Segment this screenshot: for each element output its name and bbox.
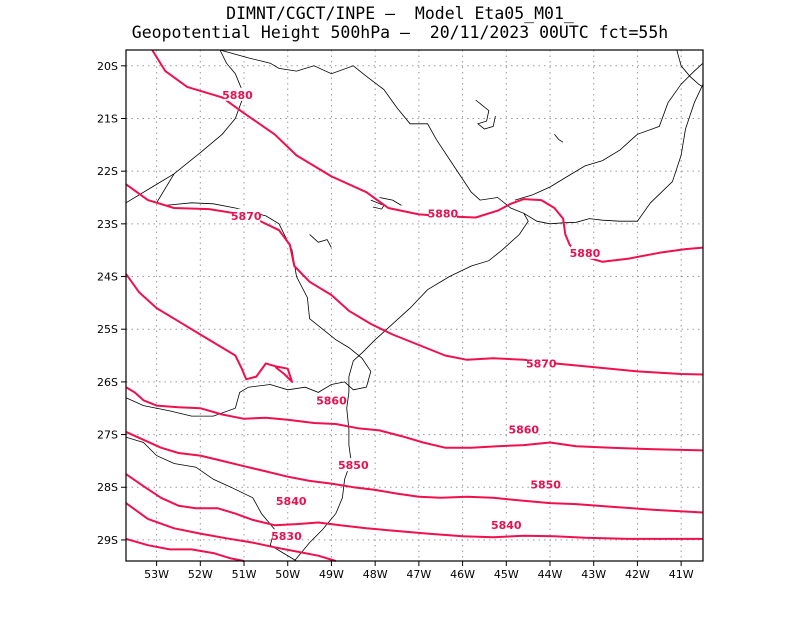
x-tick-label: 47W [406, 568, 431, 581]
y-tick-label: 26S [97, 376, 118, 389]
contour-line-5870 [125, 273, 294, 383]
contour-line-5830 [125, 537, 245, 562]
x-tick-label: 48W [363, 568, 388, 581]
lake-outline [370, 199, 385, 210]
contour-line-5860 [125, 386, 704, 452]
axis-ticks: 53W 52W 51W 50W 49W 48W 47W 46W 45W 44W 43W 42W 41W 2… [97, 60, 694, 581]
contour-label-bg [492, 518, 521, 532]
x-tick-label: 49W [319, 568, 344, 581]
chart-title-block: DIMNT/CGCT/INPE – Model Eta05_M01_ Geopo… [0, 4, 800, 42]
contour-line-5830 [125, 502, 337, 562]
contour-label: 5840 [276, 495, 307, 508]
coastline-segment [219, 49, 529, 562]
y-tick-label: 23S [97, 218, 118, 231]
contour-lines [125, 49, 704, 562]
y-tick-label: 24S [97, 271, 118, 284]
title-line-2: Geopotential Height 500hPa – 20/11/2023 … [131, 23, 669, 42]
x-tick-label: 50W [275, 568, 300, 581]
contour-label: 5830 [271, 530, 302, 543]
coastline-segment [125, 436, 297, 562]
lake-outline [379, 197, 402, 206]
y-tick-label: 29S [97, 534, 118, 547]
lake-outline [554, 134, 564, 143]
coastline-segment [676, 49, 704, 88]
gridlines [126, 50, 703, 561]
coastline-segment [125, 49, 245, 204]
contour-label-bg [223, 87, 252, 101]
contour-line-5880 [151, 49, 704, 263]
contour-label: 5870 [231, 210, 262, 223]
contour-label-bg [339, 458, 368, 472]
y-tick-label: 21S [97, 112, 118, 125]
contour-label-bg [527, 356, 556, 370]
y-tick-label: 20S [97, 60, 118, 73]
x-tick-label: 41W [669, 568, 694, 581]
lake-outline [309, 234, 332, 248]
contour-label: 5880 [570, 247, 601, 260]
contour-label: 5850 [530, 479, 561, 492]
contour-label-bg [232, 208, 261, 222]
x-tick-label: 51W [232, 568, 257, 581]
contour-label-bg [272, 529, 301, 543]
contour-label: 5850 [338, 459, 369, 472]
y-tick-label: 25S [97, 323, 118, 336]
coastline [125, 49, 704, 562]
y-tick-label: 28S [97, 481, 118, 494]
contour-label-bg [428, 206, 457, 220]
contour-label: 5840 [491, 519, 522, 532]
x-tick-label: 42W [625, 568, 650, 581]
coastline-segment [523, 84, 704, 225]
contour-label-bg [277, 493, 306, 507]
x-tick-label: 46W [450, 568, 475, 581]
plot-frame [125, 49, 704, 562]
coastline-segment [514, 62, 704, 201]
contour-line-5840 [125, 473, 703, 540]
x-tick-label: 45W [494, 568, 519, 581]
contour-label: 5880 [222, 89, 253, 102]
contour-label: 5870 [526, 357, 557, 370]
x-tick-label: 44W [538, 568, 563, 581]
x-tick-label: 43W [581, 568, 606, 581]
title-line-1: DIMNT/CGCT/INPE – Model Eta05_M01_ [226, 4, 574, 23]
contour-label: 5860 [508, 423, 539, 436]
contour-line-5870 [125, 183, 704, 376]
y-tick-label: 27S [97, 429, 118, 442]
contour-label-bg [570, 245, 599, 259]
contour-label-bg [509, 422, 538, 436]
x-tick-label: 53W [144, 568, 169, 581]
contour-label: 5860 [316, 394, 347, 407]
y-tick-label: 22S [97, 165, 118, 178]
contour-label-bg [317, 393, 346, 407]
contour-labels: 5880 5880 5880 5870 5870 5860 5860 5850 5850 5840… [222, 87, 601, 543]
lake-outline [475, 99, 496, 130]
x-tick-label: 52W [188, 568, 213, 581]
contour-label: 5880 [428, 207, 459, 220]
contour-label-bg [531, 477, 560, 491]
contour-line-5850 [125, 430, 704, 514]
